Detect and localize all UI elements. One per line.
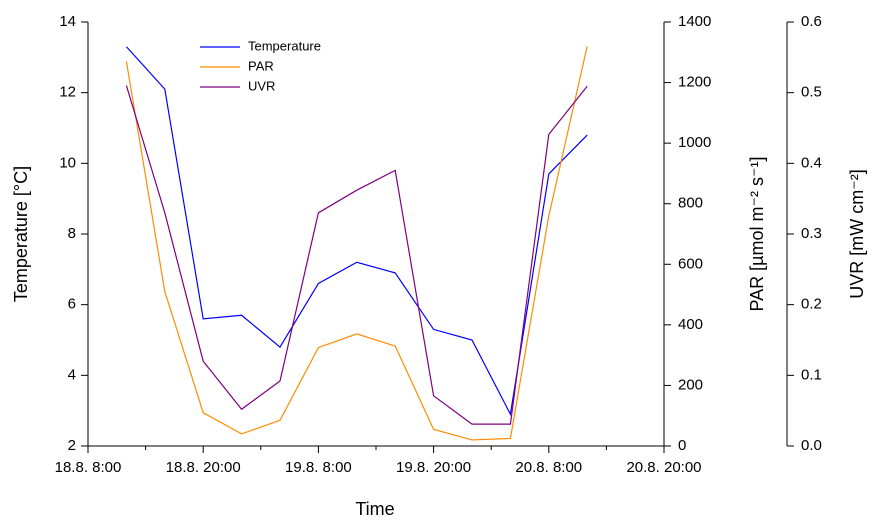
y-tick-label: 12 xyxy=(59,84,76,101)
y3-axis-label: UVR [mW cm⁻²] xyxy=(847,169,867,298)
series-line xyxy=(125,85,588,425)
y-tick-label: 8 xyxy=(68,225,76,242)
y3-tick-label: 0.1 xyxy=(801,366,822,383)
y-tick-label: 4 xyxy=(68,366,76,383)
legend: Temperature PAR UVR xyxy=(200,38,321,93)
y2-tick-label: 1200 xyxy=(678,74,711,91)
y3-tick-label: 0.0 xyxy=(801,437,822,454)
y3-tick-label: 0.3 xyxy=(801,225,822,242)
y-tick-label: 14 xyxy=(59,13,76,30)
x-tick-label: 19.8. 8:00 xyxy=(285,459,352,476)
y2-tick-label: 400 xyxy=(678,316,703,333)
y-axis-label: Temperature [°C] xyxy=(11,166,31,302)
y3-tick-label: 0.2 xyxy=(801,296,822,313)
y3-tick-label: 0.6 xyxy=(801,13,822,30)
y3-tick-label: 0.5 xyxy=(801,84,822,101)
y2-tick-label: 1000 xyxy=(678,134,711,151)
series-line xyxy=(125,46,588,417)
legend-label: UVR xyxy=(248,78,275,93)
legend-label: PAR xyxy=(248,58,274,73)
x-tick-label: 18.8. 20:00 xyxy=(166,459,241,476)
x-axis-label: Time xyxy=(355,499,394,519)
x-tick-label: 19.8. 20:00 xyxy=(396,459,471,476)
x-tick-label: 20.8. 8:00 xyxy=(515,459,582,476)
series-line xyxy=(125,46,588,441)
y2-axis-label: PAR [µmol m⁻² s⁻¹] xyxy=(747,156,767,311)
y2-tick-label: 200 xyxy=(678,376,703,393)
y2-tick-label: 600 xyxy=(678,255,703,272)
y-tick-label: 6 xyxy=(68,296,76,313)
y-tick-label: 10 xyxy=(59,154,76,171)
y2-tick-label: 0 xyxy=(678,437,686,454)
legend-label: Temperature xyxy=(248,38,321,53)
x-tick-label: 18.8. 8:00 xyxy=(55,459,122,476)
y2-tick-label: 800 xyxy=(678,195,703,212)
x-tick-label: 20.8. 20:00 xyxy=(626,459,701,476)
y2-tick-label: 1400 xyxy=(678,13,711,30)
y-tick-label: 2 xyxy=(68,437,76,454)
y3-tick-label: 0.4 xyxy=(801,154,822,171)
